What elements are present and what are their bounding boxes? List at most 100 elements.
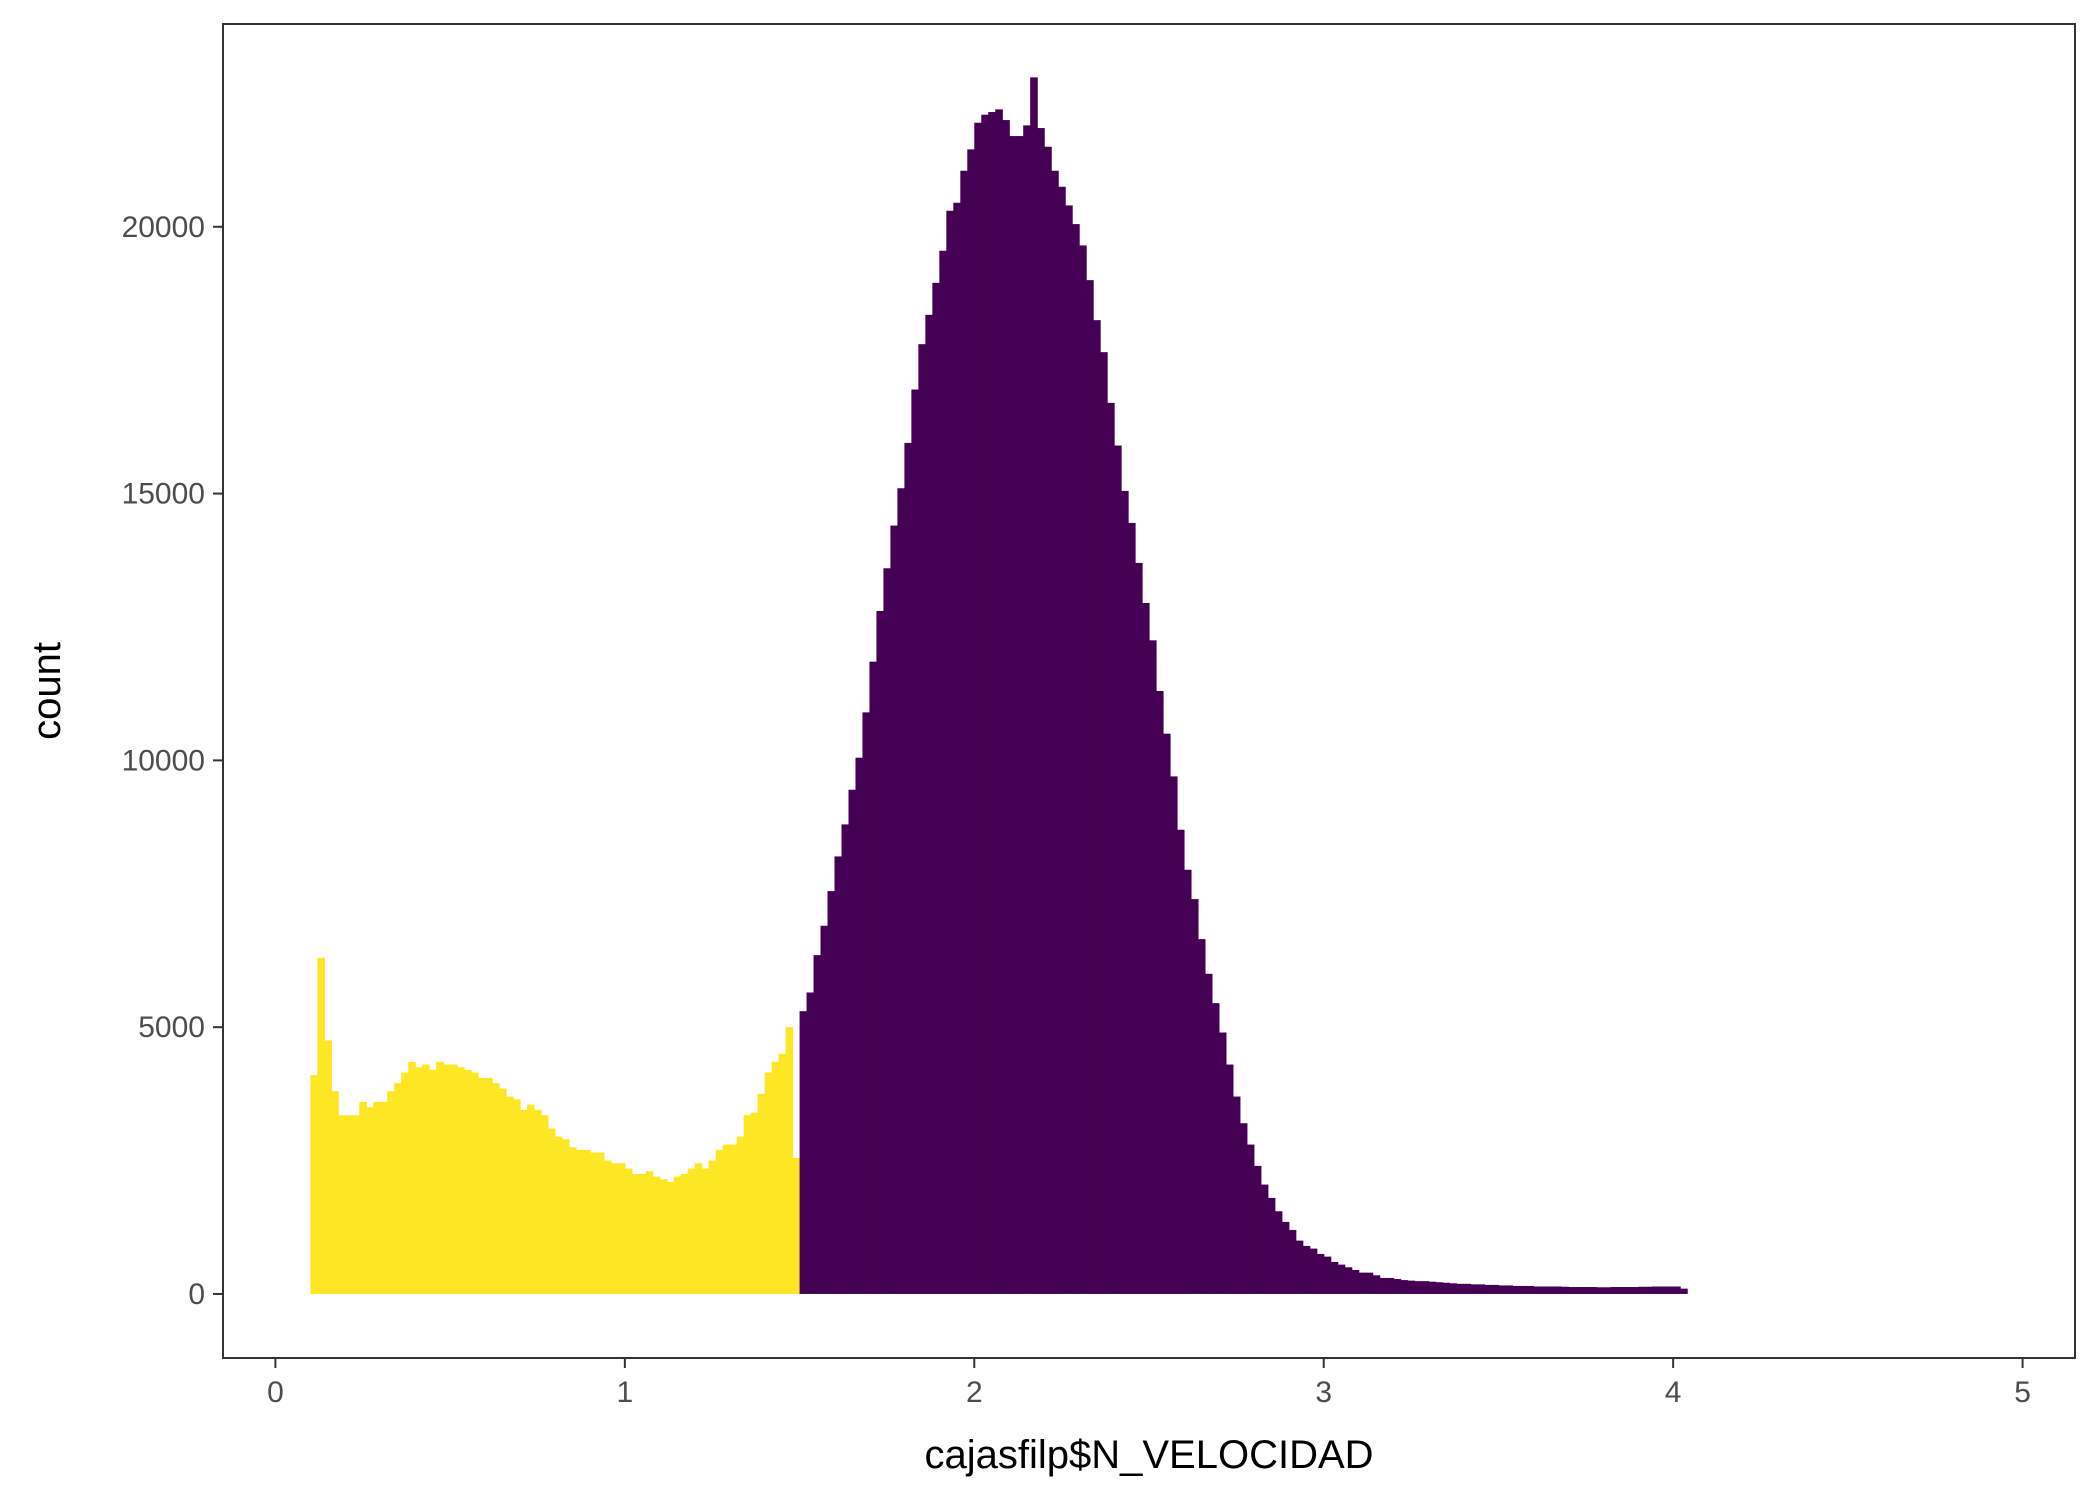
histogram-bar [799,1011,808,1294]
histogram-bar [1030,77,1038,1294]
x-axis: 0 1 2 3 4 5 [267,1358,2031,1409]
histogram-bar [652,1176,661,1294]
histogram-bar [1337,1264,1346,1294]
histogram-bar [373,1101,381,1294]
histogram-bar [1351,1269,1360,1294]
histogram-bar [960,170,968,1294]
histogram-bar [1121,490,1129,1294]
histogram-bar [743,1115,752,1294]
histogram-bar [827,891,836,1294]
histogram-bar [1169,776,1178,1294]
histogram-bar [359,1101,367,1294]
histogram-bar [464,1069,472,1294]
histogram-bar [1666,1286,1674,1294]
histogram-bar [1079,245,1087,1294]
histogram-bar [1176,829,1185,1294]
histogram-bar [1449,1283,1458,1294]
histogram-bar [687,1168,696,1294]
histogram-bars [310,77,1688,1294]
histogram-bar [1652,1286,1660,1294]
histogram-bar [1512,1285,1520,1294]
histogram-bar [568,1147,577,1294]
histogram-bar [953,202,961,1294]
histogram-bar [925,314,933,1294]
histogram-bar [1100,352,1108,1294]
histogram-bar [1002,120,1010,1294]
histogram-bar [1561,1286,1569,1294]
histogram-bar [1330,1261,1339,1294]
histogram-bar [1421,1281,1430,1294]
histogram-bar [415,1067,423,1294]
histogram-bar [645,1171,654,1294]
histogram-bar [1197,939,1206,1294]
histogram-bar [778,1053,787,1294]
histogram-bar [666,1181,675,1294]
histogram-bar [436,1061,444,1294]
histogram-bar [1498,1285,1507,1294]
histogram-bar [582,1149,591,1294]
histogram-bar [862,712,871,1294]
histogram-bar [988,112,996,1294]
histogram-bar [1114,445,1122,1294]
histogram-bar [981,114,989,1294]
histogram-bar [1463,1283,1472,1294]
histogram-bar [331,1091,339,1294]
histogram-bar [967,149,975,1294]
histogram-bar [429,1069,437,1294]
x-axis-title: cajasfilp$N_VELOCIDAD [924,1433,1373,1477]
histogram-bar [1435,1282,1444,1294]
histogram-bar [1568,1287,1576,1294]
histogram-bar [750,1112,759,1294]
histogram-bar [974,122,982,1294]
histogram-bar [1659,1286,1667,1294]
histogram-bar [904,442,912,1294]
histogram-bar [513,1099,521,1294]
histogram-bar [1149,640,1157,1294]
histogram-bar [785,1027,794,1294]
y-axis: 0 5000 10000 15000 20000 [122,211,223,1311]
histogram-bar [1491,1284,1500,1294]
histogram-bar [352,1115,360,1294]
panel-border [222,23,2076,1359]
histogram-bar [527,1104,535,1294]
histogram-bar [1533,1286,1541,1294]
y-tick-label: 0 [188,1278,205,1311]
histogram-bar [722,1144,731,1294]
histogram-bar [855,757,864,1294]
y-tick-label: 5000 [138,1011,205,1044]
histogram-bar [1302,1245,1311,1294]
histogram-bar [932,282,940,1294]
histogram-bar [1016,136,1024,1294]
histogram-bar [422,1064,430,1294]
histogram-bar [1638,1286,1646,1294]
histogram-bar [1610,1287,1618,1294]
histogram-bar [1086,280,1094,1294]
histogram-bar [1093,320,1101,1294]
histogram-bar [1526,1285,1534,1294]
histogram-bar [1183,869,1192,1294]
histogram-bar [1281,1221,1290,1294]
histogram-bar [1344,1267,1353,1294]
histogram-bar [1673,1286,1681,1294]
histogram-bar [1288,1229,1297,1294]
histogram-bar [869,661,878,1294]
histogram-bar [408,1061,416,1294]
histogram-bar [715,1149,724,1294]
histogram-bar [1135,562,1143,1294]
histogram-bar [1267,1197,1276,1294]
x-tick-label: 3 [1315,1376,1332,1409]
histogram-bar [757,1093,766,1294]
histogram-bar [380,1101,388,1294]
histogram-bar [1058,186,1066,1294]
histogram-bar [1456,1283,1465,1294]
histogram-bar [1162,733,1171,1294]
histogram-bar [1023,125,1031,1294]
histogram-bar [1540,1286,1548,1294]
histogram-bar [1407,1280,1416,1294]
histogram-bar [792,1157,801,1294]
histogram-bar [813,955,822,1294]
histogram-bar [897,488,905,1294]
histogram-bar [806,992,815,1294]
histogram-bar [680,1173,689,1294]
